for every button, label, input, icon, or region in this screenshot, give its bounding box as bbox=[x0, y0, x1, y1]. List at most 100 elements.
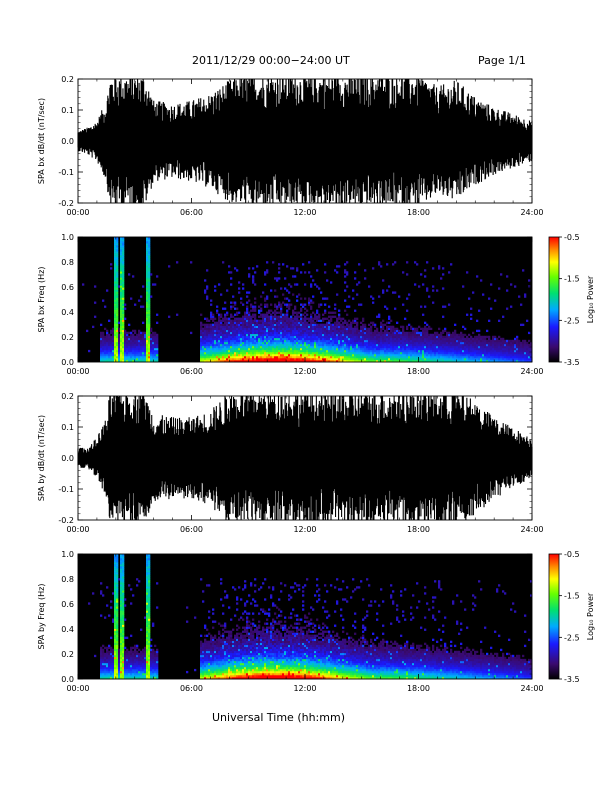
spectrogram-cell bbox=[460, 347, 463, 351]
spectrogram-cell bbox=[382, 331, 385, 335]
spectrogram-cell bbox=[288, 323, 291, 327]
spectrogram-cell bbox=[246, 319, 249, 322]
spectrogram-cell bbox=[296, 347, 299, 351]
spectrogram-cell bbox=[242, 323, 245, 327]
spectrogram-cell bbox=[122, 566, 125, 569]
spectrogram-cell bbox=[450, 353, 453, 357]
spectrogram-cell bbox=[320, 337, 323, 341]
spectrogram-cell bbox=[272, 315, 275, 318]
spectrogram-cell bbox=[426, 329, 429, 333]
spectrogram-cell bbox=[468, 337, 471, 341]
spectrogram-cell bbox=[208, 335, 211, 339]
spectrogram-cell bbox=[396, 339, 399, 343]
spectrogram-cell bbox=[244, 333, 247, 337]
spectrogram-cell bbox=[362, 355, 365, 359]
spectrogram-cell bbox=[394, 357, 397, 361]
spectrogram-cell bbox=[120, 672, 123, 676]
spectrogram-cell bbox=[88, 602, 91, 605]
spectrogram-cell bbox=[226, 359, 229, 363]
spectrogram-cell bbox=[316, 315, 319, 318]
spectrogram-cell bbox=[332, 347, 335, 351]
spectrogram-cell bbox=[140, 337, 143, 341]
spectrogram-cell bbox=[404, 335, 407, 339]
spectrogram-cell bbox=[414, 335, 417, 339]
spectrogram-cell bbox=[428, 325, 431, 329]
spectrogram-cell bbox=[240, 331, 243, 335]
spectrogram-cell bbox=[124, 598, 127, 601]
spectrogram-cell bbox=[114, 620, 117, 623]
spectrogram-cell bbox=[316, 347, 319, 351]
spectrogram-cell bbox=[156, 345, 159, 349]
spectrogram-cell bbox=[488, 345, 491, 349]
spectrogram-cell bbox=[278, 347, 281, 351]
spectrogram-cell bbox=[328, 343, 331, 347]
spectrogram-cell bbox=[394, 351, 397, 355]
spectrogram-cell bbox=[394, 341, 397, 345]
spectrogram-cell bbox=[330, 333, 333, 337]
spectrogram-cell bbox=[120, 249, 123, 252]
spectrogram-cell bbox=[130, 660, 133, 664]
spectrogram-cell bbox=[216, 321, 219, 324]
spectrogram-cell bbox=[344, 327, 347, 331]
spectrogram-cell bbox=[114, 277, 117, 280]
spectrogram-cell bbox=[236, 337, 239, 341]
spectrogram-cell bbox=[332, 323, 335, 327]
spectrogram-cell bbox=[444, 357, 447, 361]
spectrogram-cell bbox=[296, 341, 299, 345]
spectrogram-cell bbox=[110, 670, 113, 674]
spectrogram-cell bbox=[386, 335, 389, 339]
spectrogram-cell bbox=[268, 347, 271, 351]
spectrogram-cell bbox=[250, 359, 253, 363]
spectrogram-cell bbox=[116, 251, 119, 254]
spectrogram-cell bbox=[418, 345, 421, 349]
spectrogram-cell bbox=[118, 321, 121, 324]
spectrogram-cell bbox=[254, 343, 257, 347]
spectrogram-cell bbox=[332, 333, 335, 337]
spectrogram-cell bbox=[120, 251, 123, 254]
spectrogram-cell bbox=[372, 337, 375, 341]
spectrogram-cell bbox=[122, 612, 125, 615]
spectrogram-cell bbox=[504, 349, 507, 353]
spectrogram-cell bbox=[454, 323, 457, 327]
spectrogram-cell bbox=[132, 349, 135, 353]
spectrogram-cell bbox=[402, 345, 405, 349]
spectrogram-cell bbox=[340, 349, 343, 353]
spectrogram-cell bbox=[372, 345, 375, 349]
spectrogram-cell bbox=[144, 339, 147, 343]
spectrogram-cell bbox=[374, 341, 377, 345]
spectrogram-cell bbox=[520, 357, 523, 361]
spectrogram-cell bbox=[136, 347, 139, 351]
spectrogram-cell bbox=[122, 638, 125, 641]
spectrogram-cell bbox=[234, 343, 237, 347]
spectrogram-cell bbox=[146, 301, 149, 304]
spectrogram-cell bbox=[248, 329, 251, 333]
spectrogram-cell bbox=[286, 311, 289, 314]
spectrogram-cell bbox=[254, 329, 257, 333]
spectrogram-cell bbox=[308, 317, 311, 320]
spectrogram-cell bbox=[252, 357, 255, 361]
spectrogram-cell bbox=[304, 343, 307, 347]
spectrogram-cell bbox=[306, 353, 309, 357]
spectrogram-cell bbox=[120, 564, 123, 567]
spectrogram-cell bbox=[122, 313, 125, 316]
spectrogram-cell bbox=[292, 309, 295, 312]
spectrogram-cell bbox=[294, 349, 297, 353]
spectrogram-cell bbox=[386, 349, 389, 353]
spectrogram-cell bbox=[246, 317, 249, 320]
spectrogram-cell bbox=[314, 345, 317, 349]
spectrogram-cell bbox=[472, 359, 475, 363]
spectrogram-cell bbox=[322, 335, 325, 339]
spectrogram-cell bbox=[102, 656, 105, 660]
spectrogram-cell bbox=[346, 261, 349, 264]
spectrogram-cell bbox=[338, 323, 341, 327]
spectrogram-cell bbox=[120, 644, 123, 648]
spectrogram-cell bbox=[124, 660, 127, 664]
spectrogram-cell bbox=[460, 351, 463, 355]
spectrogram-cell bbox=[390, 345, 393, 349]
spectrogram-cell bbox=[506, 275, 509, 278]
spectrogram-cell bbox=[358, 353, 361, 357]
spectrogram-cell bbox=[408, 337, 411, 341]
spectrogram-cell bbox=[114, 564, 117, 567]
spectrogram-cell bbox=[256, 319, 259, 322]
spectrogram-cell bbox=[108, 656, 111, 660]
